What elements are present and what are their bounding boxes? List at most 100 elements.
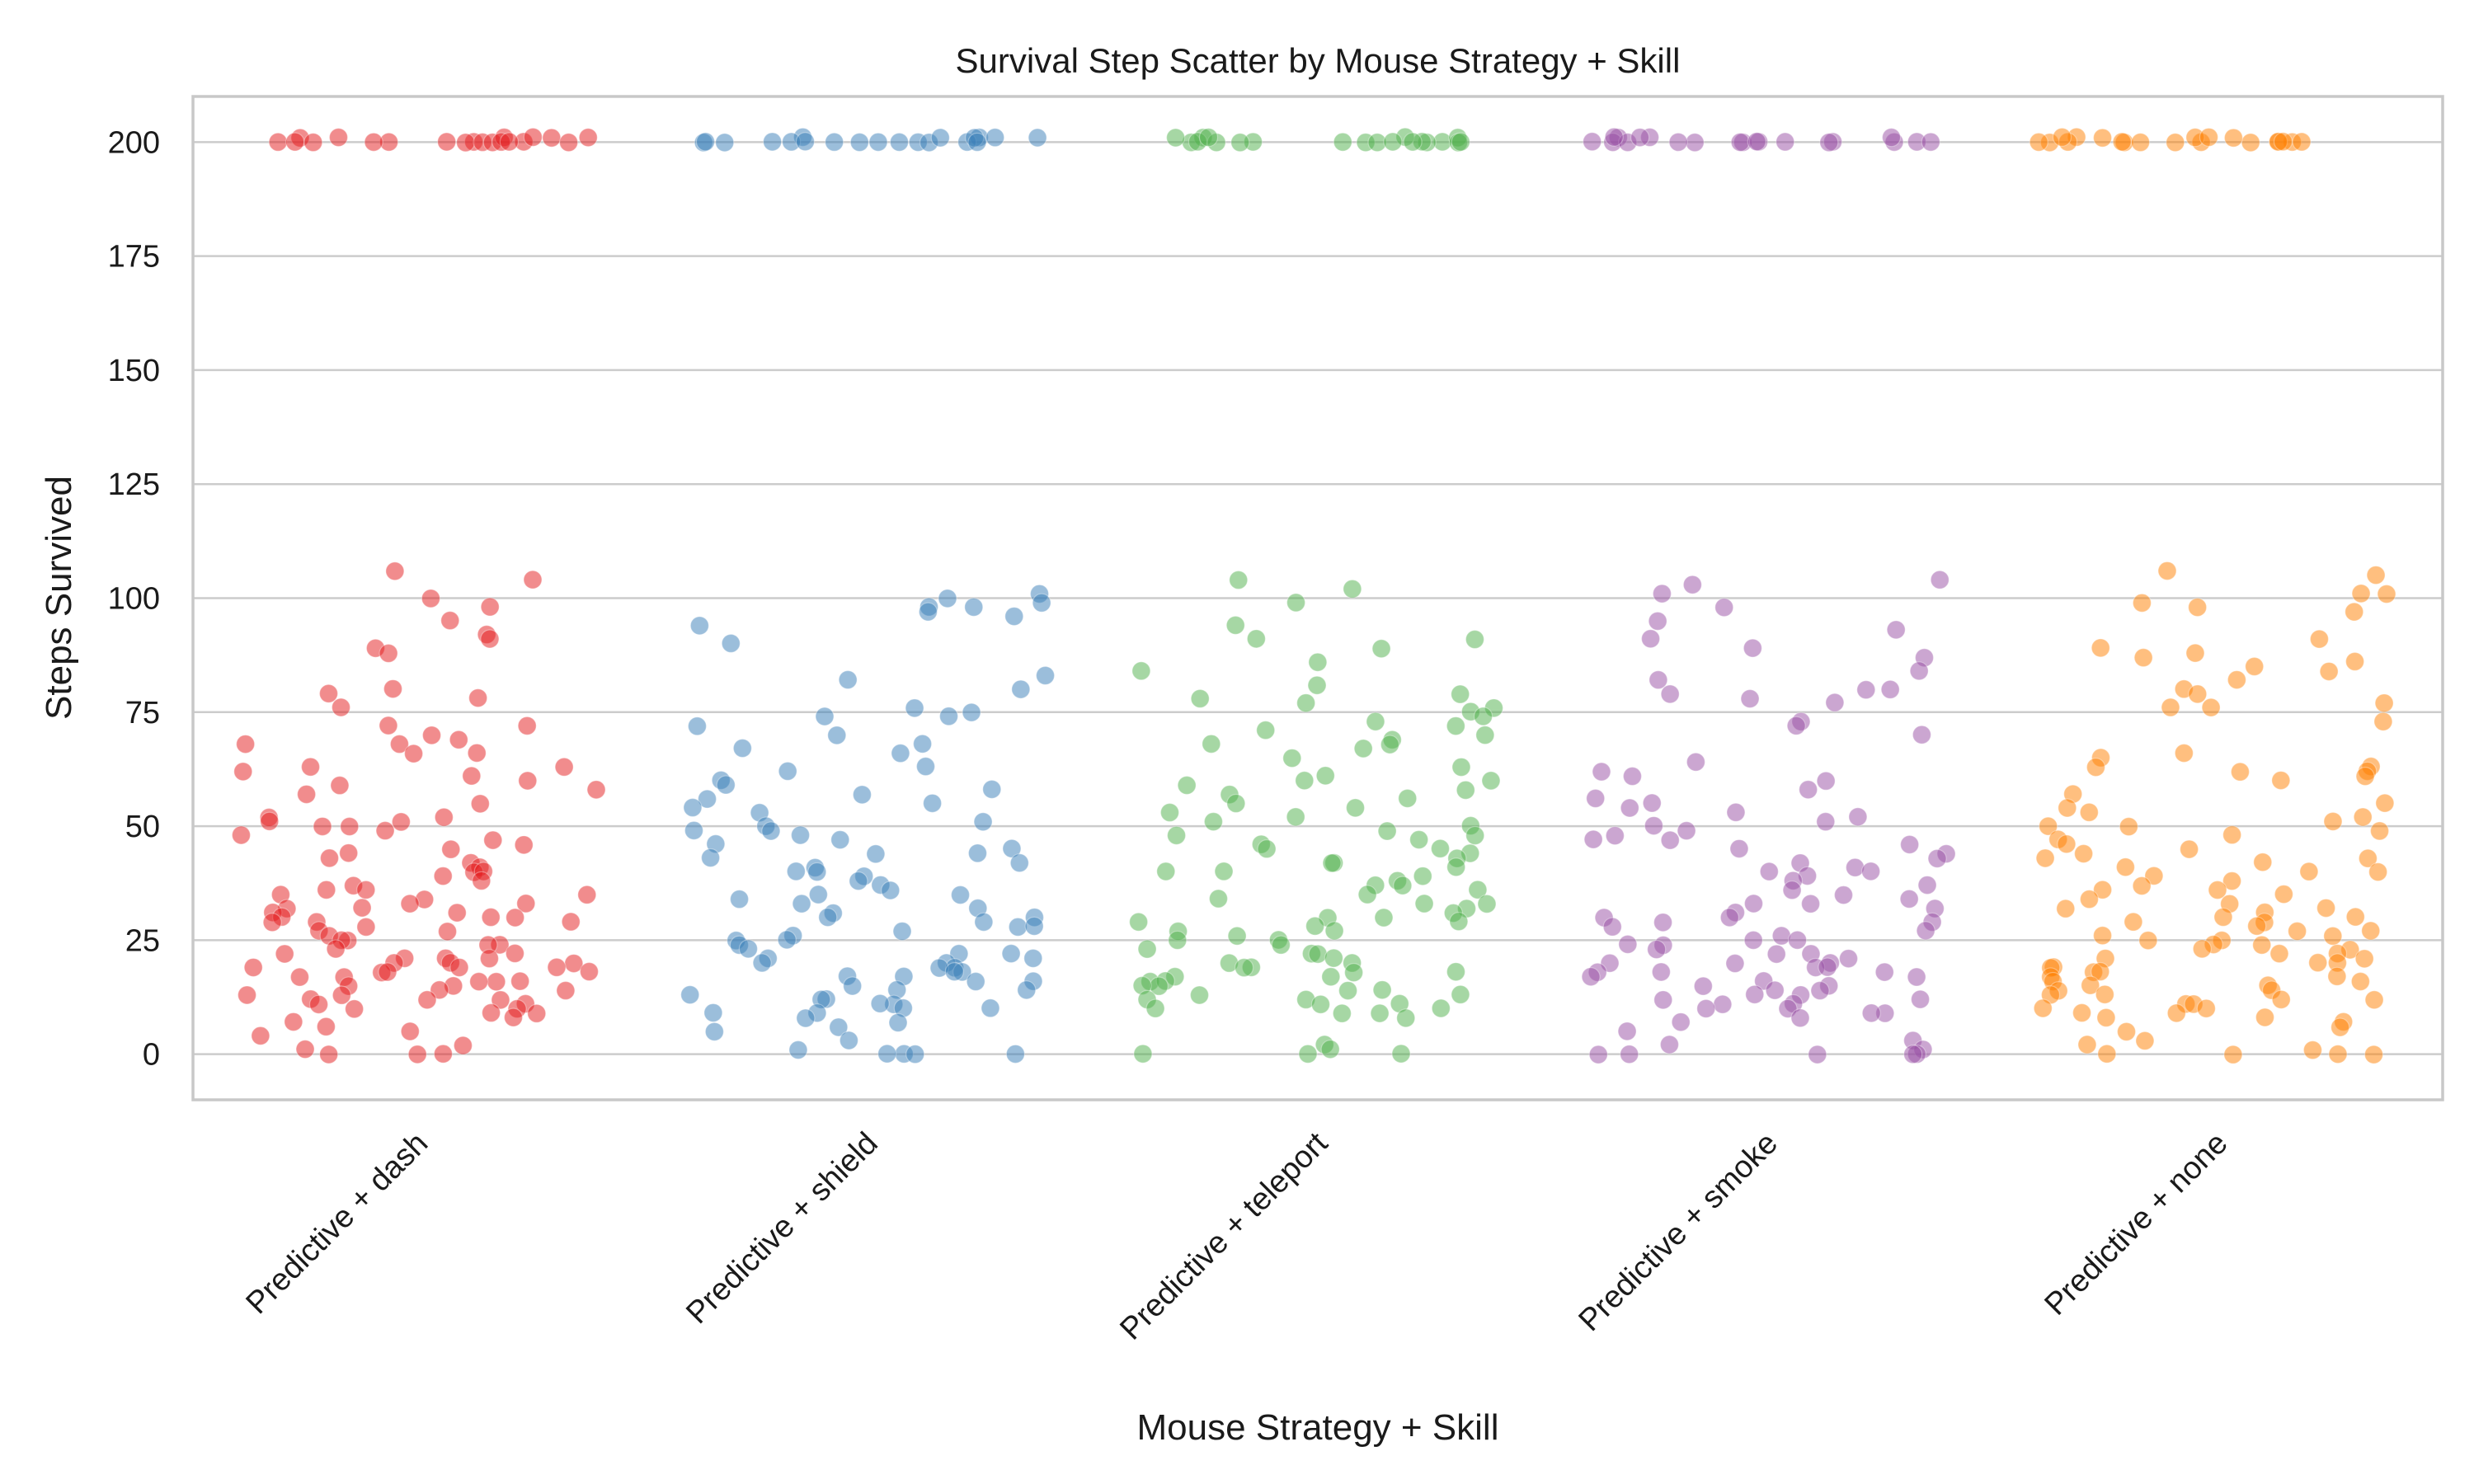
scatter-point [2157,561,2177,581]
scatter-point [440,611,460,631]
scatter-point [2377,584,2396,604]
scatter-point [284,1012,303,1032]
scatter-point [2361,921,2381,941]
scatter-point [2039,816,2058,836]
scatter-point [1818,957,1837,977]
scatter-point [1345,798,1366,818]
scatter-point [1133,1044,1153,1064]
scatter-point [985,128,1005,148]
scatter-point [2345,651,2365,672]
scatter-point [1640,629,1661,649]
scatter-point [2323,926,2343,946]
scatter-point [1861,1003,1881,1023]
scatter-point [1009,853,1029,873]
scatter-point [938,707,959,726]
scatter-point [870,993,890,1013]
scatter-point [1023,948,1043,968]
scatter-point [1371,639,1391,659]
scatter-point [479,949,500,969]
scatter-point [375,820,395,841]
scatter-point [2222,825,2242,845]
scatter-point [827,726,847,745]
scatter-point [1620,1045,1639,1064]
scatter-point [2369,821,2390,841]
scatter-point [403,744,424,763]
scatter-point [2124,912,2143,932]
scatter-point [1790,1008,1810,1028]
scatter-point [866,844,886,864]
scatter-point [558,133,579,153]
scatter-point [1907,967,1926,987]
scatter-point [1145,998,1165,1018]
scatter-point [918,602,938,622]
scatter-point [807,862,827,882]
scatter-point [1446,716,1465,736]
scatter-point [1921,132,1940,152]
scatter-point [1446,857,1466,877]
scatter-point [1286,807,1305,827]
scatter-point [2093,880,2113,899]
scatter-point [1653,913,1673,932]
scatter-point [1743,930,1763,950]
scatter-point [2299,862,2319,881]
scatter-point [1644,815,1664,836]
scatter-point [1617,1021,1637,1041]
scatter-point [2199,127,2219,148]
scatter-point [1343,963,1364,983]
scatter-point [1912,725,1931,744]
scatter-point [1227,926,1247,946]
scatter-point [1307,675,1327,695]
scatter-point [260,811,280,831]
scatter-point [400,1021,420,1041]
scatter-point [2373,711,2393,731]
scatter-point [981,998,1000,1018]
scatter-point [300,757,321,777]
scatter-point [738,939,759,959]
scatter-point [1583,132,1602,152]
scatter-point [421,726,442,745]
scatter-point [447,903,467,923]
scatter-point [777,930,797,950]
scatter-point [716,775,736,795]
scatter-point [2115,857,2135,877]
scatter-point [1766,944,1786,964]
y-tick-label: 150 [108,354,160,388]
y-tick-label: 0 [143,1038,160,1073]
scatter-point [1137,939,1157,959]
scatter-point [1778,998,1798,1019]
scatter-point [1451,132,1470,152]
scatter-point [1229,570,1249,590]
scatter-point [2351,584,2371,603]
scatter-point [2035,848,2055,868]
series-points [1581,127,1956,1064]
scatter-point [268,132,288,152]
scatter-point [2188,598,2208,618]
y-tick-label: 175 [108,240,160,275]
scatter-point [2319,661,2339,682]
scatter-point [2222,871,2242,891]
scatter-point [1648,611,1667,631]
scatter-point [697,789,717,809]
scatter-point [1391,1044,1411,1064]
scatter-point [2112,132,2132,152]
scatter-point [1786,716,1806,735]
scatter-point [317,880,336,899]
scatter-point [430,980,449,1000]
scatter-point [1726,802,1746,822]
scatter-point [704,1021,724,1041]
scatter-point [1604,127,1624,147]
scatter-point [514,835,534,855]
scatter-point [547,957,567,977]
scatter-point [2135,1031,2155,1051]
scatter-point [1605,826,1625,846]
scatter-point [523,127,543,147]
scatter-point [2363,1045,2384,1064]
scatter-point [2255,1007,2275,1027]
scatter-point [421,589,441,608]
scatter-point [437,922,458,942]
scatter-point [1696,998,1716,1018]
scatter-point [1581,967,1601,987]
scatter-point [383,679,403,699]
scatter-point [1586,788,1606,809]
scatter-point [795,132,816,152]
